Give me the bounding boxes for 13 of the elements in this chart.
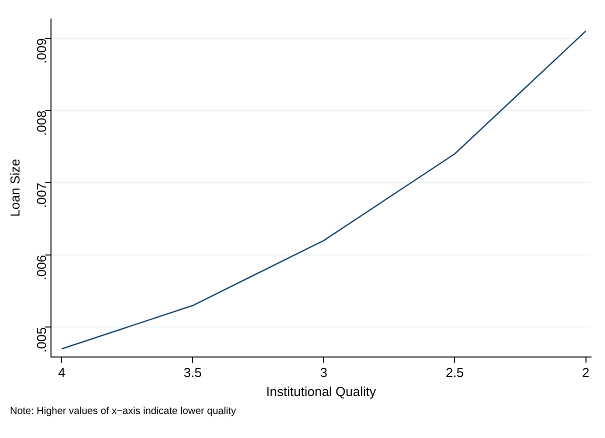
y-tick-label: .006 bbox=[34, 254, 49, 280]
y-tick-label: .007 bbox=[34, 182, 49, 208]
y-tick-label: .008 bbox=[34, 110, 49, 136]
text: Note: Higher values of x−axis indicate lower quality bbox=[9, 406, 237, 417]
y-axis-title: Loan Size bbox=[7, 158, 22, 217]
x-tick-label: 2 bbox=[582, 365, 590, 380]
x-tick-label: 3.5 bbox=[184, 365, 202, 380]
x-axis-title: Institutional Quality bbox=[266, 384, 377, 399]
y-tick-label: .005 bbox=[34, 327, 49, 352]
x-tick-label: 4 bbox=[58, 365, 66, 380]
y-tick-label: .009 bbox=[34, 38, 49, 64]
x-tick-label: 2.5 bbox=[446, 365, 464, 380]
x-tick-label: 3 bbox=[320, 365, 328, 380]
